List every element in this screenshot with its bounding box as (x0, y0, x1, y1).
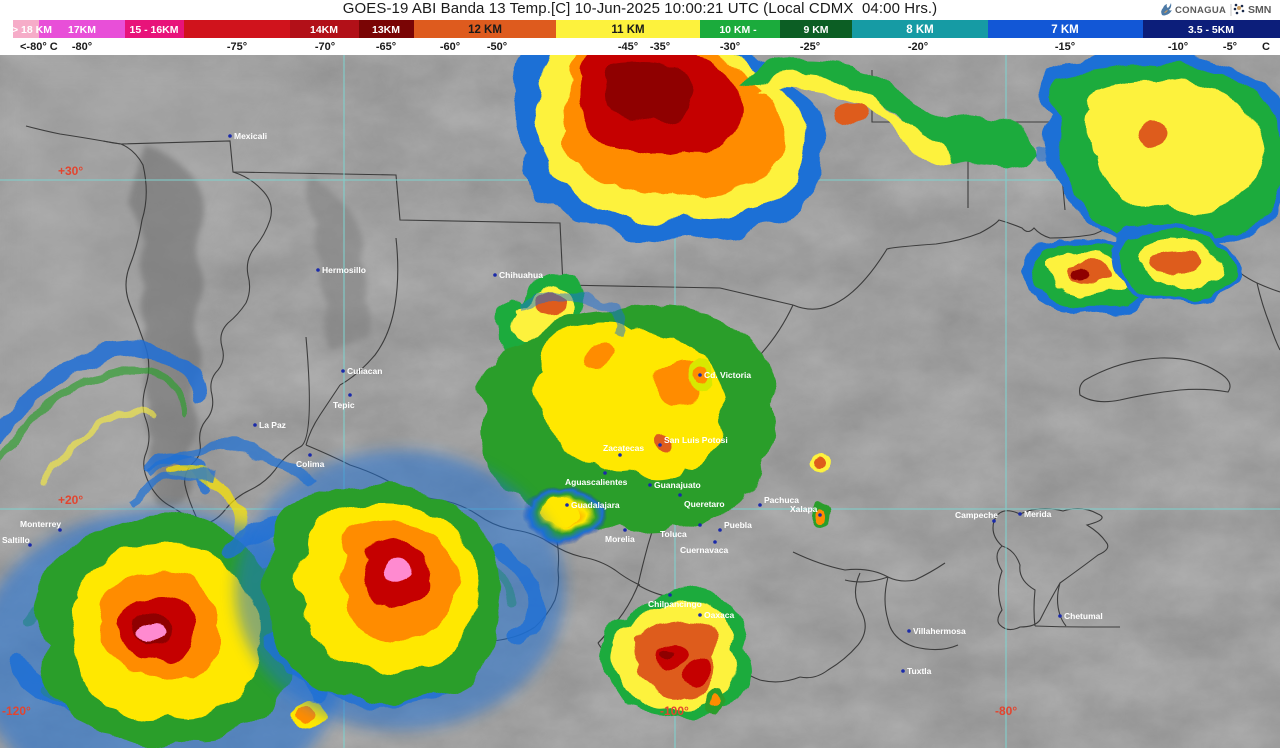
svg-text:Oaxaca: Oaxaca (704, 610, 735, 620)
svg-text:-30°: -30° (720, 41, 740, 53)
svg-text:Guanajuato: Guanajuato (654, 480, 701, 490)
svg-text:Campeche: Campeche (955, 510, 998, 520)
svg-text:11 KM: 11 KM (611, 24, 644, 36)
svg-text:Toluca: Toluca (660, 529, 687, 539)
svg-text:-65°: -65° (376, 41, 396, 53)
svg-text:Puebla: Puebla (724, 520, 752, 530)
svg-text:Hermosillo: Hermosillo (322, 265, 366, 275)
svg-text:-10°: -10° (1168, 41, 1188, 53)
svg-text:Chilpancingo: Chilpancingo (648, 599, 702, 609)
svg-text:Colima: Colima (296, 459, 325, 469)
svg-text:La Paz: La Paz (259, 420, 286, 430)
svg-text:-60°: -60° (440, 41, 460, 53)
svg-text:San Luis Potosi: San Luis Potosi (664, 435, 728, 445)
svg-text:-75°: -75° (227, 41, 247, 53)
svg-text:Merida: Merida (1024, 509, 1052, 519)
svg-text:> 18 KM: > 18 KM (12, 24, 52, 36)
svg-text:+20°: +20° (58, 493, 83, 507)
svg-text:+30°: +30° (58, 164, 83, 178)
svg-text:Chihuahua: Chihuahua (499, 270, 543, 280)
svg-text:Tepic: Tepic (333, 400, 355, 410)
svg-text:-100°: -100° (660, 704, 689, 718)
svg-text:8 KM: 8 KM (906, 24, 933, 36)
svg-text:-50°: -50° (487, 41, 507, 53)
svg-text:Chetumal: Chetumal (1064, 611, 1103, 621)
svg-text:CONAGUA: CONAGUA (1175, 5, 1226, 16)
svg-text:C: C (1262, 41, 1270, 53)
svg-text:-5°: -5° (1223, 41, 1237, 53)
svg-text:-120°: -120° (2, 704, 31, 718)
svg-text:-70°: -70° (315, 41, 335, 53)
svg-text:7 KM: 7 KM (1051, 24, 1078, 36)
svg-text:Saltillo: Saltillo (2, 535, 30, 545)
svg-text:9 KM: 9 KM (803, 24, 828, 36)
svg-text:SMN: SMN (1248, 4, 1271, 16)
svg-text:Aguascalientes: Aguascalientes (565, 477, 628, 487)
svg-text:Cuernavaca: Cuernavaca (680, 545, 728, 555)
svg-text:Zacatecas: Zacatecas (603, 443, 644, 453)
svg-text:13KM: 13KM (372, 24, 400, 36)
svg-text:-80°: -80° (72, 41, 92, 53)
svg-text:Tuxtla: Tuxtla (907, 666, 932, 676)
svg-text:-25°: -25° (800, 41, 820, 53)
svg-text:Queretaro: Queretaro (684, 499, 725, 509)
svg-text:10 KM -: 10 KM - (719, 24, 757, 36)
svg-text:Culiacan: Culiacan (347, 366, 382, 376)
svg-text:Morelia: Morelia (605, 534, 635, 544)
svg-text:14KM: 14KM (310, 24, 338, 36)
svg-text:Xalapa: Xalapa (790, 504, 818, 514)
svg-text:-20°: -20° (908, 41, 928, 53)
svg-text:12 KM: 12 KM (468, 24, 502, 36)
svg-text:-45°: -45° (618, 41, 638, 53)
svg-text:Monterrey: Monterrey (20, 519, 61, 529)
svg-text:Villahermosa: Villahermosa (913, 626, 966, 636)
svg-text:17KM: 17KM (68, 24, 96, 36)
svg-text:Cd. Victoria: Cd. Victoria (704, 370, 751, 380)
svg-text:-80°: -80° (995, 704, 1017, 718)
svg-text:-35°: -35° (650, 41, 670, 53)
svg-text:<-80° C: <-80° C (20, 41, 58, 53)
svg-text:Guadalajara: Guadalajara (571, 500, 620, 510)
svg-text:3.5 - 5KM: 3.5 - 5KM (1188, 24, 1234, 36)
svg-text:15 - 16KM: 15 - 16KM (129, 24, 178, 36)
svg-text:-15°: -15° (1055, 41, 1075, 53)
svg-text:Mexicali: Mexicali (234, 131, 267, 141)
